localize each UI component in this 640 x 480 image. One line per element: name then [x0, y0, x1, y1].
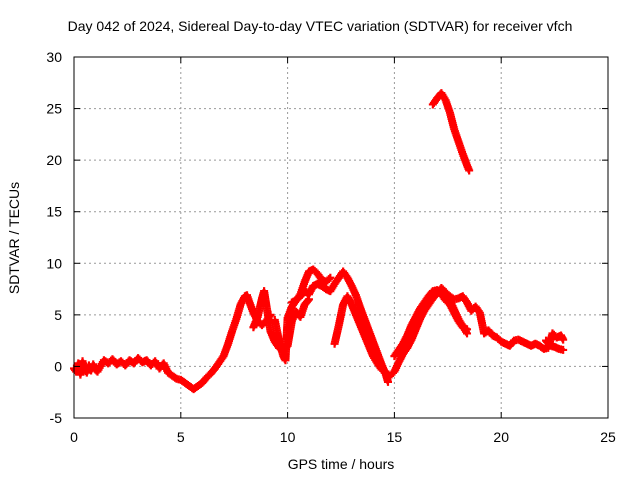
data-point	[465, 166, 474, 175]
axis-ticks: 0 5 10 15 20 25 -5 0 5 10 15 20 25 30	[46, 49, 616, 445]
data-point	[324, 275, 333, 284]
y-tick-label: -5	[50, 410, 63, 426]
data-points	[70, 89, 568, 394]
y-tick-label: 30	[46, 49, 62, 65]
y-tick-label: 15	[46, 204, 62, 220]
data-point	[383, 377, 392, 386]
data-point	[559, 345, 568, 354]
x-tick-label: 5	[177, 429, 185, 445]
y-tick-label: 5	[54, 307, 62, 323]
plot-frame	[73, 56, 609, 419]
y-tick-label: 10	[46, 255, 62, 271]
x-axis-label: GPS time / hours	[287, 456, 395, 472]
data-point	[326, 273, 335, 282]
chart-title: Day 042 of 2024, Sidereal Day-to-day VTE…	[67, 18, 573, 34]
data-point	[559, 335, 568, 344]
x-tick-label: 10	[280, 429, 296, 445]
x-tick-label: 25	[600, 429, 616, 445]
y-tick-label: 20	[46, 152, 62, 168]
data-point	[463, 325, 472, 334]
y-tick-label: 25	[46, 101, 62, 117]
x-tick-label: 20	[493, 429, 509, 445]
y-tick-label: 0	[54, 358, 62, 374]
x-tick-label: 15	[387, 429, 403, 445]
x-tick-label: 0	[70, 429, 78, 445]
